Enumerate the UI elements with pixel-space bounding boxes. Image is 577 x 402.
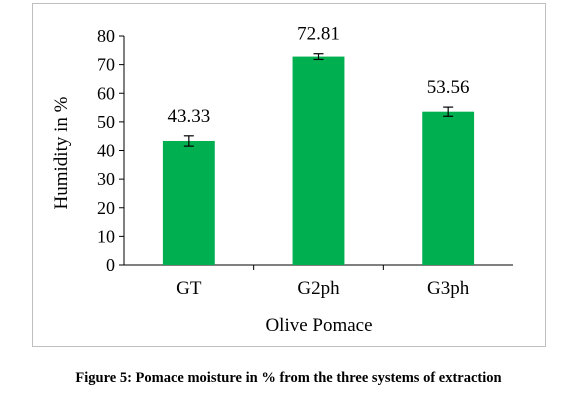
y-tick-label: 80 (97, 26, 115, 46)
data-label: 72.81 (297, 24, 340, 45)
y-tick-label: 40 (97, 141, 115, 161)
y-tick-label: 50 (97, 112, 115, 132)
figure-caption: Figure 5: Pomace moisture in % from the … (75, 370, 502, 386)
bar (422, 111, 475, 265)
x-tick-labels: GT G2ph G3ph (176, 278, 470, 299)
value-labels: 43.33 72.81 53.56 (167, 24, 469, 127)
y-tick-label: 0 (106, 255, 115, 275)
bars (162, 56, 475, 265)
x-tick-label: G3ph (427, 278, 470, 299)
y-tick-labels: 0 10 20 30 40 50 60 70 80 (97, 26, 115, 275)
y-tick-label: 10 (97, 226, 115, 246)
bar (292, 56, 345, 265)
x-tick-label: G2ph (297, 278, 340, 299)
y-tick-label: 30 (97, 169, 115, 189)
error-bars (183, 53, 454, 147)
y-tick-label: 70 (97, 55, 115, 75)
data-label: 43.33 (167, 106, 210, 127)
bar-chart: 0 10 20 30 40 50 60 70 80 43.33 72.81 53.56 GT G2ph… (51, 24, 513, 336)
x-tick-label: GT (176, 278, 202, 299)
data-label: 53.56 (427, 77, 470, 98)
x-axis-label: Olive Pomace (265, 315, 372, 336)
bar (162, 140, 215, 265)
y-tick-label: 60 (97, 83, 115, 103)
y-tick-label: 20 (97, 198, 115, 218)
y-axis-label: Humidity in % (51, 96, 72, 209)
